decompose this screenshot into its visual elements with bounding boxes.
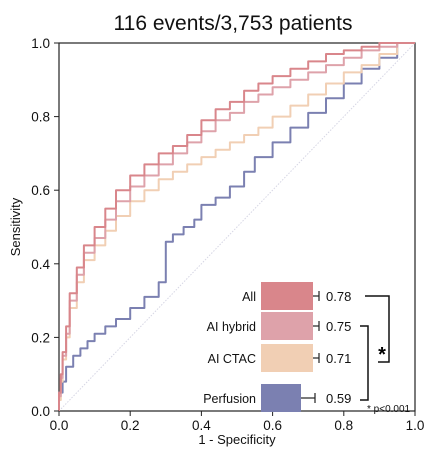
- roc-line-ai-ctac: [58, 42, 415, 411]
- legend-label-ai-ctac: AI CTAC: [208, 352, 256, 366]
- x-tick-label: 0.4: [192, 418, 211, 433]
- legend-bar-ai-hybrid: [261, 312, 313, 340]
- significance-star: *: [378, 344, 386, 366]
- x-tick-label: 0.2: [121, 418, 140, 433]
- legend-bar-all: [261, 282, 313, 310]
- y-axis-ticks: 0.0 0.2 0.4 0.6 0.8 1.0: [31, 36, 59, 419]
- x-tick-label: 0.8: [334, 418, 353, 433]
- y-tick-label: 1.0: [31, 36, 50, 51]
- legend-auc-ai-ctac: 0.71: [326, 351, 351, 366]
- x-axis-ticks: 0.0 0.2 0.4 0.6 0.8 1.0: [50, 411, 425, 433]
- legend-label-ai-hybrid: AI hybrid: [207, 320, 256, 334]
- roc-line-ai-hybrid: [58, 42, 415, 411]
- legend-auc-ai-hybrid: 0.75: [326, 319, 351, 334]
- legend-auc-perfusion: 0.59: [326, 391, 351, 406]
- x-tick-label: 0.0: [50, 418, 69, 433]
- legend-label-all: All: [242, 290, 256, 304]
- roc-line-perfusion: [58, 42, 415, 411]
- roc-line-all: [58, 42, 415, 411]
- y-tick-label: 0.2: [31, 330, 50, 345]
- legend-auc-all: 0.78: [326, 289, 351, 304]
- plot-frame: [58, 42, 416, 412]
- x-tick-label: 1.0: [406, 418, 425, 433]
- series-lines: [58, 42, 415, 411]
- y-tick-label: 0.6: [31, 183, 50, 198]
- legend-bar-ai-ctac: [261, 344, 313, 372]
- y-axis-label: Sensitivity: [8, 197, 23, 256]
- y-tick-label: 0.4: [31, 257, 50, 272]
- x-tick-label: 0.6: [263, 418, 282, 433]
- x-axis-label: 1 - Specificity: [198, 432, 276, 447]
- legend: All 0.78 AI hybrid 0.75 AI CTAC 0.71 Perfusion…: [203, 282, 351, 412]
- legend-bar-perfusion: [261, 384, 301, 412]
- significance-bracket: * * p<0.001: [360, 295, 411, 415]
- significance-note: * p<0.001: [367, 404, 411, 415]
- significance-bracket-outer: [365, 295, 390, 363]
- chart-title: 116 events/3,753 patients: [114, 12, 353, 35]
- reference-diagonal-line: [58, 42, 416, 412]
- significance-bracket-inner: [360, 325, 369, 401]
- y-tick-label: 0.0: [31, 404, 50, 419]
- legend-label-perfusion: Perfusion: [203, 392, 256, 406]
- y-tick-label: 0.8: [31, 110, 50, 125]
- plot-area: [58, 42, 416, 412]
